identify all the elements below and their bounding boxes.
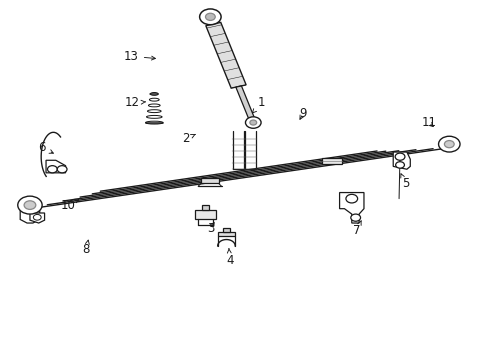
Circle shape	[444, 140, 453, 148]
Text: 8: 8	[82, 240, 89, 256]
Circle shape	[245, 117, 261, 128]
Circle shape	[345, 194, 357, 203]
Circle shape	[205, 13, 215, 21]
Text: 2: 2	[182, 132, 195, 145]
Circle shape	[394, 153, 404, 160]
Ellipse shape	[148, 104, 160, 107]
Text: 6: 6	[39, 141, 53, 154]
Circle shape	[24, 201, 36, 210]
Circle shape	[57, 166, 67, 173]
Circle shape	[395, 162, 404, 168]
Text: 5: 5	[400, 174, 408, 190]
Text: 3: 3	[206, 222, 214, 235]
Text: 13: 13	[123, 50, 155, 63]
Bar	[222, 228, 230, 231]
Text: 12: 12	[124, 96, 145, 109]
Polygon shape	[235, 86, 256, 123]
Bar	[201, 177, 218, 183]
Text: 10: 10	[61, 199, 79, 212]
Text: 9: 9	[299, 107, 306, 120]
Polygon shape	[392, 152, 409, 169]
Circle shape	[199, 9, 221, 25]
Circle shape	[33, 215, 41, 220]
Ellipse shape	[146, 116, 162, 118]
Bar	[201, 205, 209, 210]
Ellipse shape	[145, 121, 163, 124]
Circle shape	[438, 136, 459, 152]
Text: 4: 4	[225, 249, 233, 267]
Ellipse shape	[150, 93, 158, 95]
Text: 11: 11	[421, 116, 435, 129]
Bar	[217, 231, 235, 236]
Polygon shape	[339, 193, 363, 223]
Polygon shape	[46, 160, 65, 173]
Polygon shape	[205, 22, 245, 88]
Circle shape	[47, 166, 57, 173]
Bar	[194, 210, 216, 220]
Text: 7: 7	[352, 221, 361, 237]
Ellipse shape	[149, 98, 159, 101]
Polygon shape	[30, 213, 44, 223]
Ellipse shape	[147, 110, 161, 113]
Circle shape	[249, 120, 256, 125]
Text: 1: 1	[252, 96, 265, 113]
Circle shape	[350, 214, 360, 221]
Circle shape	[18, 196, 42, 214]
Bar	[322, 158, 341, 164]
Polygon shape	[20, 211, 40, 223]
